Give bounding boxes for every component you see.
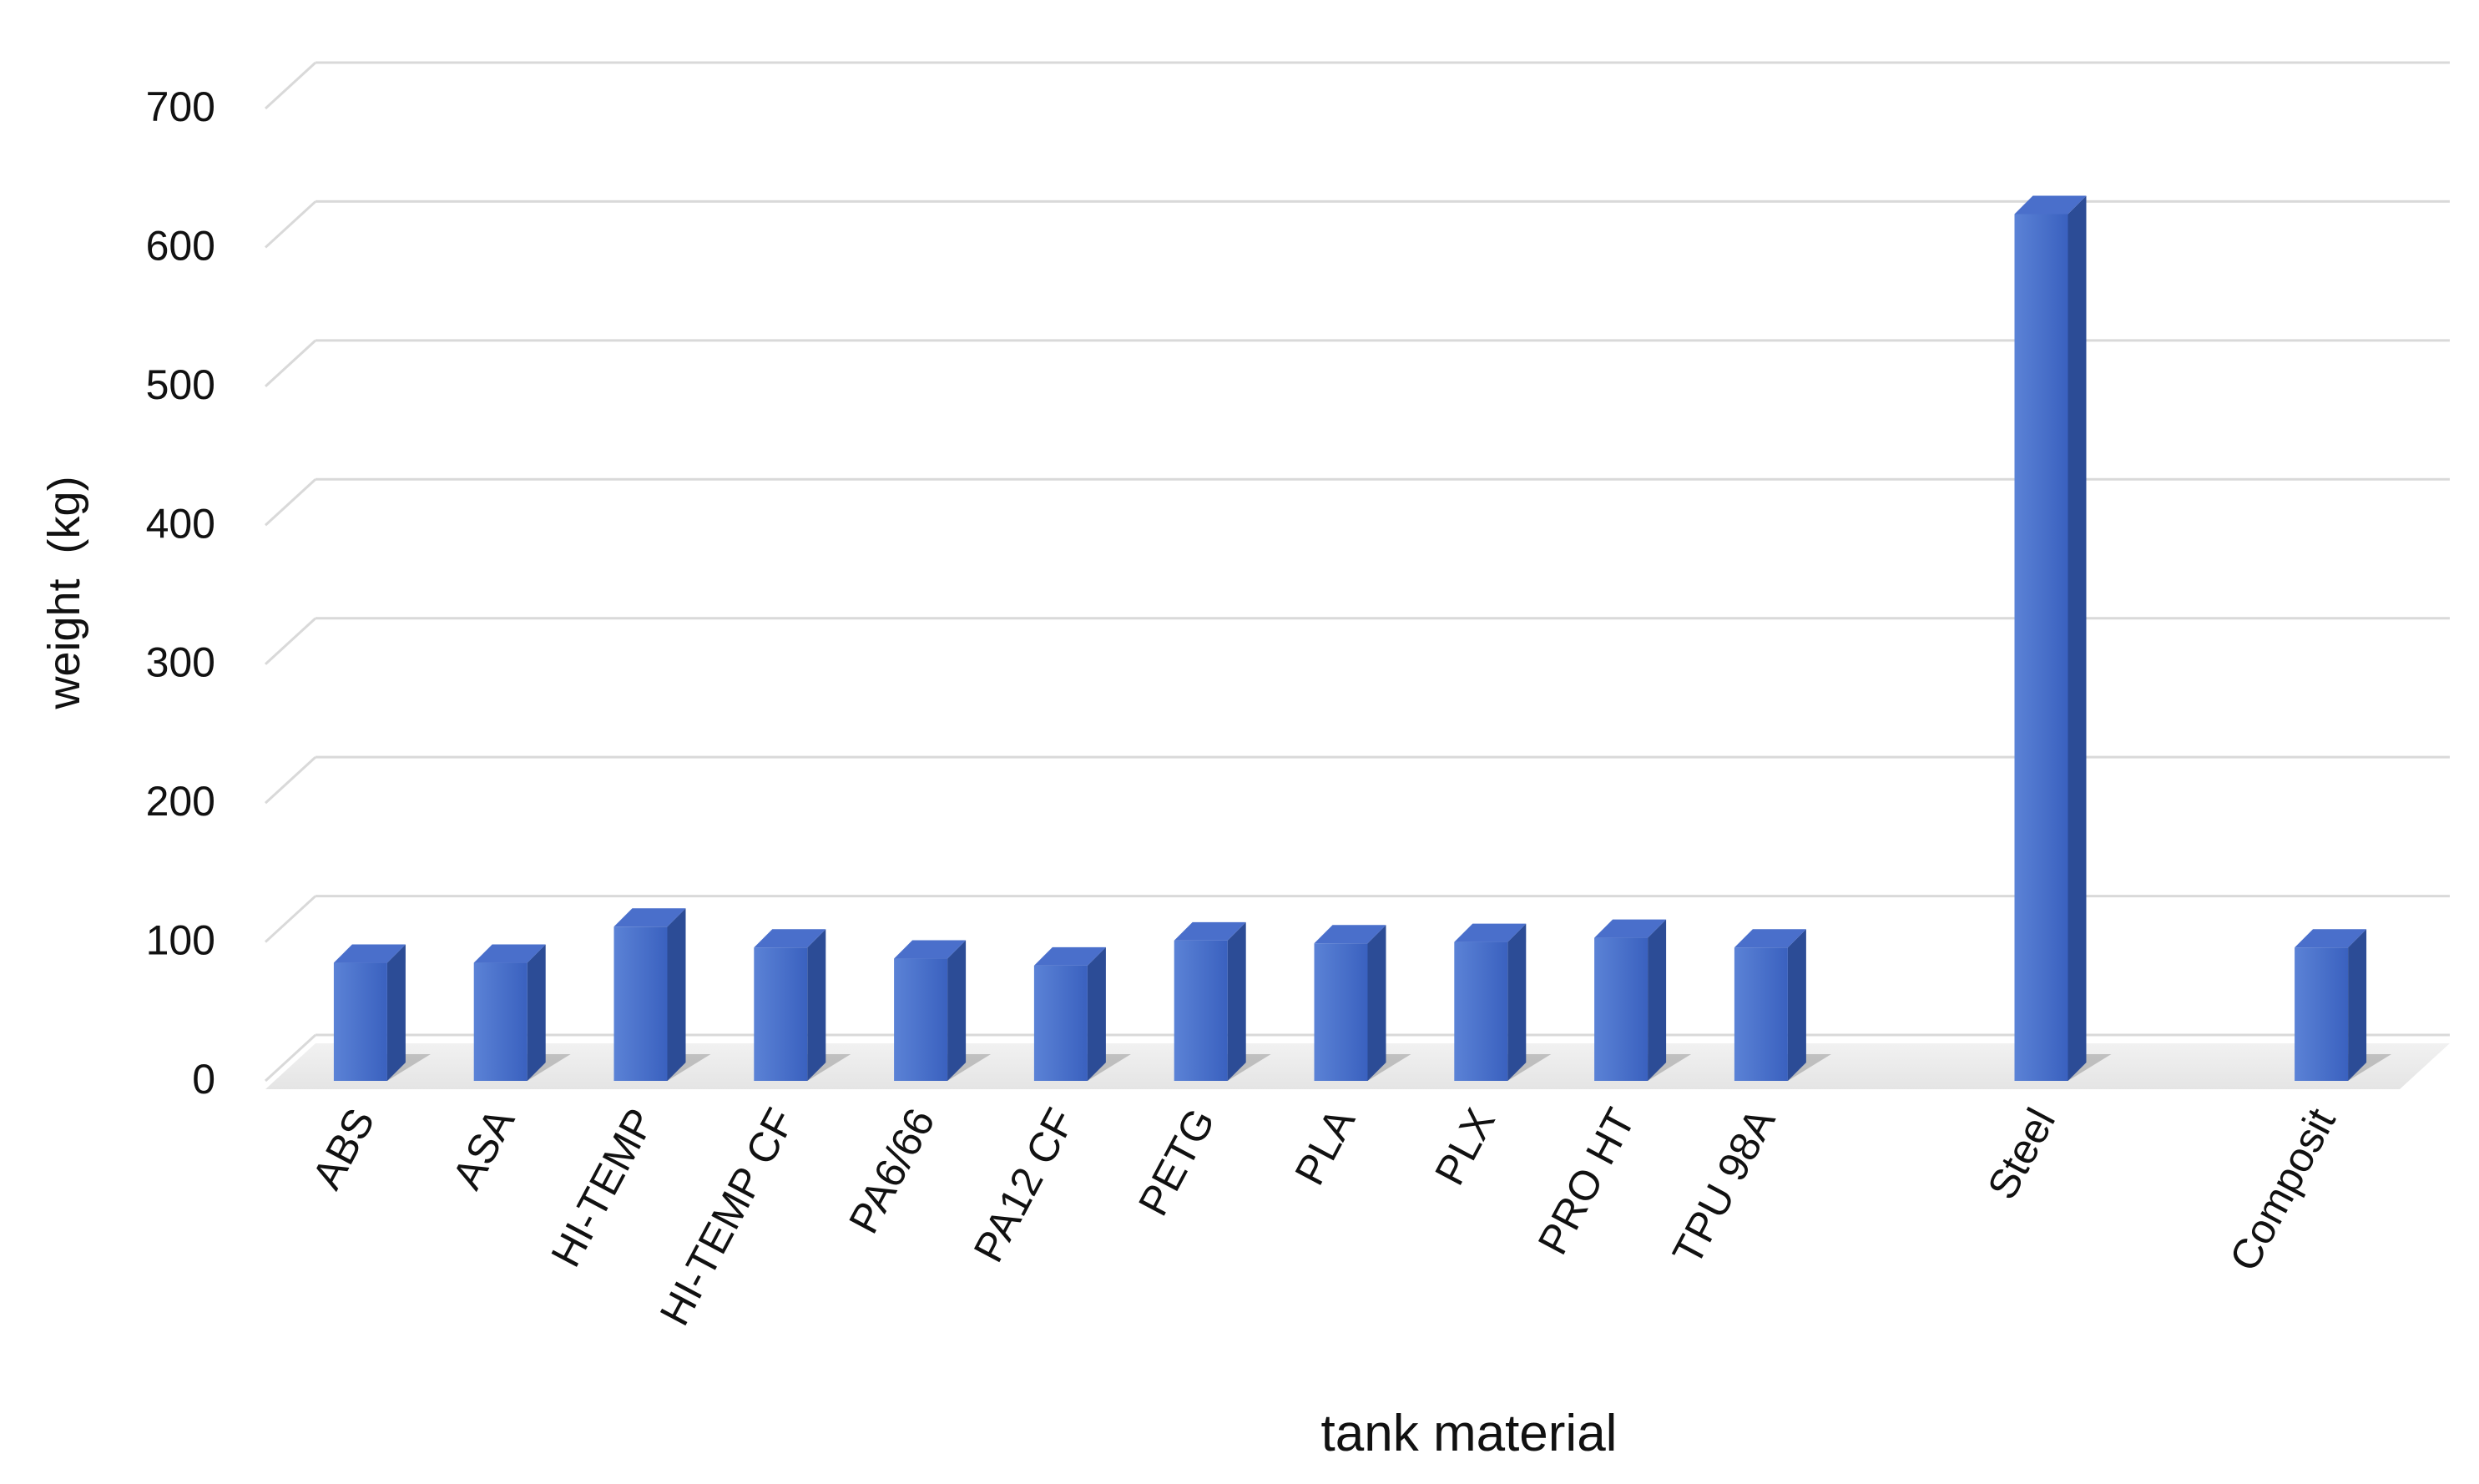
bar bbox=[754, 929, 851, 1081]
bar bbox=[2014, 195, 2112, 1081]
y-tick-label: 200 bbox=[146, 778, 215, 825]
x-tick-label: ABS bbox=[303, 1101, 383, 1197]
y-tick-label: 100 bbox=[146, 917, 215, 964]
gridline bbox=[264, 617, 2450, 665]
gridline bbox=[264, 339, 2450, 387]
gridline bbox=[264, 61, 2450, 110]
x-tick-label: PLA bbox=[1285, 1100, 1364, 1192]
bar bbox=[894, 940, 992, 1081]
bar bbox=[1594, 919, 1692, 1081]
x-tick-label: Steel bbox=[1978, 1101, 2064, 1207]
x-tick-label: PLX bbox=[1426, 1101, 1504, 1193]
x-tick-label: PRO HT bbox=[1529, 1101, 1644, 1262]
x-tick-label: PA12 CF bbox=[965, 1101, 1084, 1269]
x-axis-title: tank material bbox=[1321, 1405, 1618, 1462]
gridline bbox=[264, 895, 2450, 943]
y-axis-ticks: 0 100 200 300 400 500 600 700 bbox=[146, 83, 215, 1103]
x-tick-label: HI-TEMP CF bbox=[651, 1101, 804, 1333]
x-tick-label: TPU 98A bbox=[1664, 1100, 1785, 1272]
y-tick-label: 500 bbox=[146, 361, 215, 408]
bar bbox=[473, 944, 571, 1081]
x-tick-label: Composit bbox=[2220, 1101, 2345, 1279]
bar bbox=[2295, 929, 2392, 1081]
bar bbox=[1454, 923, 1552, 1081]
bar bbox=[613, 908, 711, 1081]
bar bbox=[1314, 925, 1411, 1081]
bar bbox=[333, 944, 431, 1081]
gridline bbox=[264, 477, 2450, 527]
x-tick-label: HI-TEMP bbox=[542, 1101, 664, 1275]
gridline bbox=[264, 755, 2450, 805]
bars bbox=[333, 195, 2392, 1081]
y-tick-label: 300 bbox=[146, 639, 215, 686]
x-tick-label: PETG bbox=[1129, 1101, 1224, 1223]
y-tick-label: 400 bbox=[146, 500, 215, 547]
y-tick-label: 700 bbox=[146, 83, 215, 130]
bar bbox=[1174, 921, 1271, 1081]
y-tick-label: 0 bbox=[192, 1056, 215, 1103]
y-tick-label: 600 bbox=[146, 222, 215, 269]
x-tick-label: ASA bbox=[443, 1100, 524, 1196]
bar bbox=[1734, 929, 1831, 1081]
y-axis-title: weight (kg) bbox=[39, 476, 89, 709]
x-tick-label: PA6/66 bbox=[840, 1101, 944, 1241]
gridline bbox=[264, 199, 2450, 249]
bar bbox=[1033, 946, 1131, 1081]
